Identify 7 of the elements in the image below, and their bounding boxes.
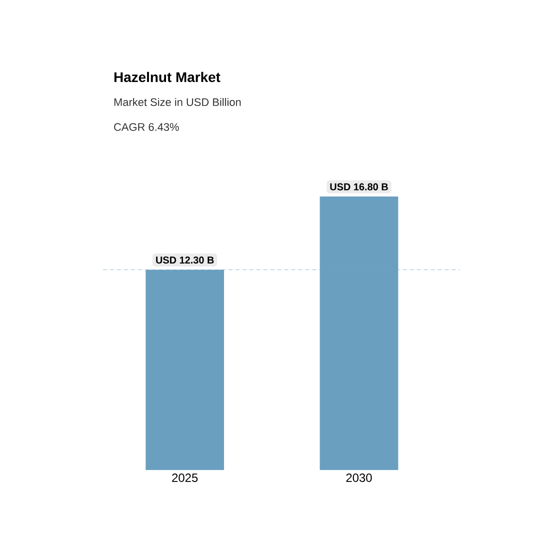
text: CAGR 6.43%	[114, 123, 179, 131]
chart-title: Hazelnut Market	[114, 72, 220, 82]
data-label: USD 16.80 B	[330, 183, 388, 190]
x-tick-label: 2030	[346, 474, 372, 482]
data-label: USD 12.30 B	[156, 256, 214, 264]
chart-subtitle: Market Size in USD Billion	[114, 98, 241, 106]
x-tick-label: 2025	[172, 474, 198, 482]
